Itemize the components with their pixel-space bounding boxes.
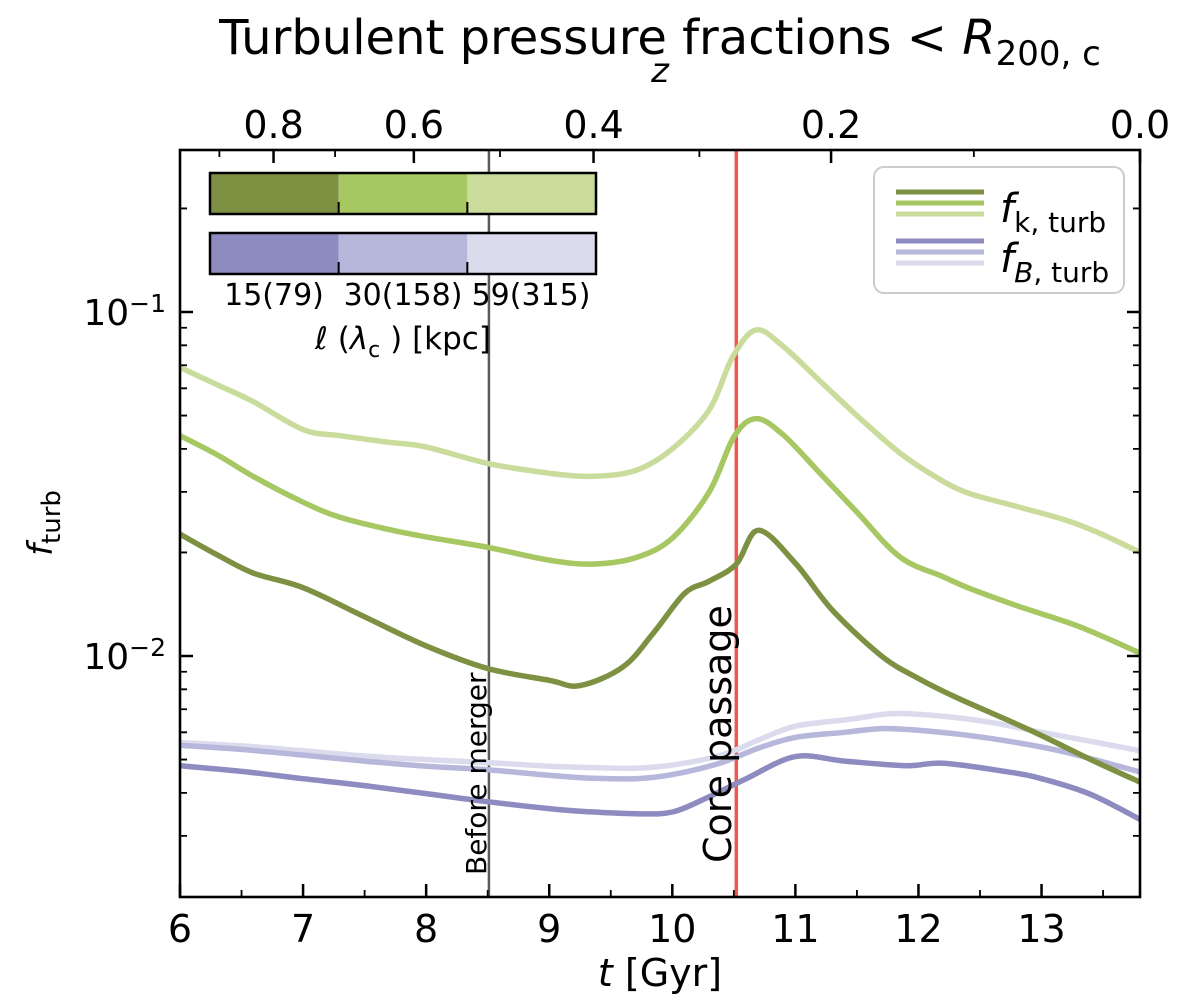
annotation-before-merger: Before merger [460,672,493,875]
minor-ticks [180,150,1140,897]
scale-bar-tick-label-3: 59(315) [472,278,591,313]
major-ticks [178,150,1142,897]
top-tick-label: 0.4 [563,103,623,147]
top-tick-label: 0.6 [384,103,444,147]
y-tick-label-1e-1: 10−1 [83,289,166,334]
x-axis-label: t [Gyr] [598,951,722,995]
scale-bar-outline [208,231,598,276]
scale-bar-segment [338,233,468,274]
legend [873,166,1125,294]
curve-f-k-turb-scale-59-315-kpc [181,326,1139,555]
scale-bar-tick-label-1: 15(79) [224,278,324,313]
curve-f-k-turb-scale-15-79-kpc [181,527,1139,785]
x-tick-label: 13 [1017,907,1065,951]
top-tick-label: 0.8 [243,103,303,147]
top-tick-label: 0.2 [801,103,861,147]
curve-f-b-turb-scale-15-79-kpc [181,753,1139,822]
y-tick-label-1e-2: 10−2 [83,633,166,678]
scale-bar-segment [210,173,339,214]
scale-bar-tick-label-2: 30(158) [344,278,463,313]
scale-bar-inset [208,171,598,276]
x-tick-label: 8 [414,907,438,951]
x-tick-label: 6 [168,907,192,951]
legend-label-fB-turb: fB, turb [1000,236,1109,289]
curve-f-b-turb-scale-59-315-kpc [181,710,1139,772]
y-axis-label: fturb [21,490,67,556]
annotation-core-passage: Core passage [696,605,740,863]
scale-bar-segment [210,233,339,274]
axes: 6 7 8 9 10 11 12 13 0.8 0.6 0.4 0.2 0.0 [168,103,1170,951]
x-tick-label: 12 [894,907,942,951]
scale-bar-axis-label: ℓ (λc ) [kpc] [314,321,491,363]
plot-area [181,150,1139,897]
curve-f-k-turb-scale-30-158-kpc [181,415,1139,656]
top-axis-label: z [650,51,670,91]
top-tick-label: 0.0 [1110,103,1170,147]
chart-title: Turbulent pressure fractions < R200, c [218,10,1101,74]
scale-bar-segment [467,173,596,214]
scale-bar-segment [467,233,596,274]
curve-f-b-turb-scale-30-158-kpc [181,725,1139,782]
x-tick-label: 9 [537,907,561,951]
x-tick-label: 10 [648,907,696,951]
plot-spines [178,148,1142,899]
scale-bar-segment [338,173,468,214]
x-tick-label: 7 [291,907,315,951]
x-tick-label: 11 [771,907,819,951]
curves [181,326,1139,822]
legend-label-fk-turb: fk, turb [1000,186,1106,239]
scale-bar-outline [208,171,598,216]
